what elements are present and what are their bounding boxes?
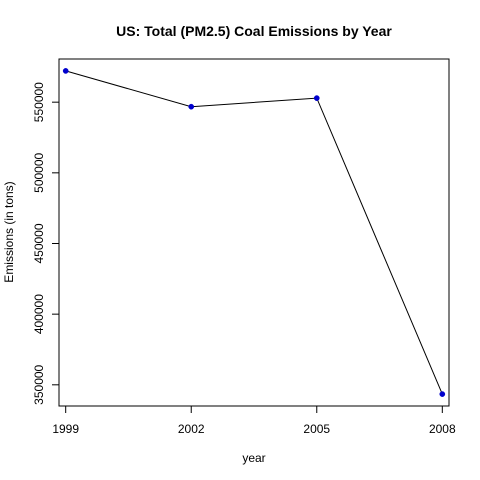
y-tick-label: 550000	[32, 82, 46, 122]
y-axis-label: Emissions (in tons)	[2, 181, 16, 282]
data-point	[189, 104, 194, 109]
x-tick-label: 1999	[52, 422, 79, 436]
y-tick-label: 500000	[32, 152, 46, 192]
series	[63, 68, 445, 396]
x-tick-label: 2008	[429, 422, 456, 436]
data-point	[63, 68, 68, 73]
y-axis: 350000 400000 450000 500000 550000	[32, 82, 59, 405]
data-point	[440, 391, 445, 396]
series-line	[66, 71, 443, 394]
data-point	[314, 96, 319, 101]
x-axis-label: year	[242, 451, 265, 465]
y-tick-label: 450000	[32, 223, 46, 263]
y-tick-label: 350000	[32, 364, 46, 404]
y-tick-label: 400000	[32, 294, 46, 334]
x-axis: 1999 2002 2005 2008	[52, 406, 456, 436]
plot-frame	[59, 59, 449, 406]
x-tick-label: 2005	[303, 422, 330, 436]
x-tick-label: 2002	[178, 422, 205, 436]
chart-title: US: Total (PM2.5) Coal Emissions by Year	[116, 23, 392, 39]
